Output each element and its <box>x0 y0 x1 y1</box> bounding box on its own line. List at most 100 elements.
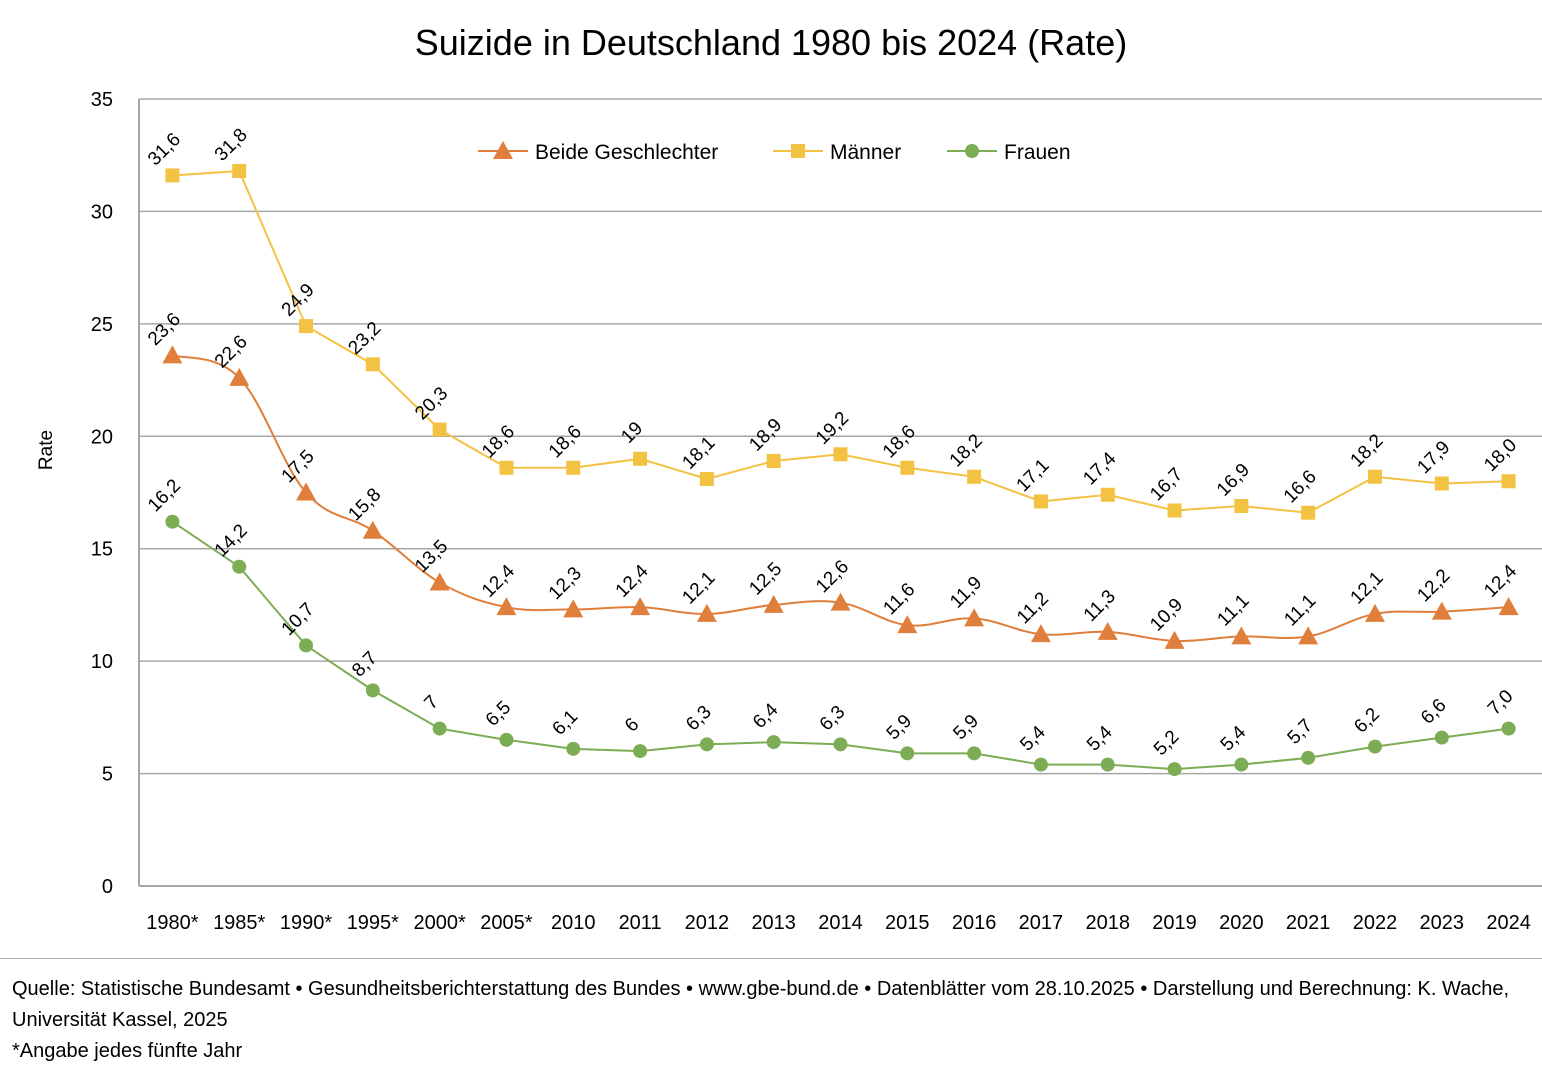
data-label: 16,2 <box>144 475 185 516</box>
data-label: 12,4 <box>612 560 653 601</box>
data-label: 16,7 <box>1146 464 1187 505</box>
data-label: 23,6 <box>144 309 185 350</box>
data-point <box>833 737 848 752</box>
x-tick-label: 2016 <box>952 912 997 934</box>
data-label: 6,3 <box>816 702 850 736</box>
data-label: 7 <box>421 692 443 714</box>
data-label: 12,4 <box>1480 560 1521 601</box>
x-tick-label: 1990* <box>280 912 332 934</box>
y-tick-label: 0 <box>102 876 113 898</box>
data-label: 18,9 <box>745 415 786 456</box>
data-label: 18,6 <box>879 421 920 462</box>
data-point <box>1367 469 1382 484</box>
data-point <box>1498 597 1519 616</box>
data-label: 24,9 <box>278 280 319 321</box>
legend-label: Frauen <box>1004 141 1071 164</box>
data-point <box>696 603 717 622</box>
data-point <box>1298 626 1319 645</box>
data-point <box>299 319 314 334</box>
x-tick-label: 2024 <box>1486 912 1531 934</box>
legend-item: Männer <box>773 141 901 164</box>
data-point <box>566 460 581 475</box>
data-label: 5,4 <box>1217 722 1251 756</box>
x-tick-label: 2012 <box>685 912 730 934</box>
legend-item: Frauen <box>947 141 1071 164</box>
data-point <box>1431 601 1452 620</box>
x-tick-label: 2000* <box>414 912 466 934</box>
data-label: 12,1 <box>1347 568 1388 609</box>
data-label: 7,0 <box>1484 686 1518 720</box>
data-label: 5,7 <box>1284 715 1318 749</box>
data-label: 19,2 <box>812 408 853 449</box>
data-point <box>967 746 982 761</box>
data-label: 11,2 <box>1013 588 1053 628</box>
data-point <box>1100 757 1115 772</box>
data-point <box>1364 603 1385 622</box>
data-label: 11,1 <box>1280 591 1320 631</box>
data-label: 12,3 <box>545 563 586 604</box>
data-point <box>1167 762 1182 777</box>
x-tick-label: 2017 <box>1019 912 1064 934</box>
y-tick-label: 35 <box>91 89 113 111</box>
data-label: 5,4 <box>1083 722 1117 756</box>
legend-marker-circle-icon <box>965 144 979 158</box>
data-point <box>900 746 915 761</box>
data-point <box>1434 730 1449 745</box>
data-point <box>429 572 450 591</box>
x-tick-label: 2020 <box>1219 912 1264 934</box>
data-label: 11,3 <box>1080 586 1120 626</box>
data-point <box>1234 498 1249 513</box>
data-point <box>630 597 651 616</box>
data-label: 16,9 <box>1213 460 1254 501</box>
data-label: 6 <box>621 714 643 736</box>
data-label: 20,3 <box>411 383 452 424</box>
footer: Quelle: Statistische Bundesamt • Gesundh… <box>12 974 1532 1067</box>
data-label: 10,7 <box>278 599 319 640</box>
data-label: 13,5 <box>411 536 452 577</box>
data-label: 17,9 <box>1413 437 1454 478</box>
data-point <box>897 615 918 634</box>
data-point <box>1097 621 1118 640</box>
x-tick-label: 2005* <box>480 912 532 934</box>
series-layer: 23,622,617,515,813,512,4 12,3 12,4 12,1 12,5… <box>144 125 1522 777</box>
data-point <box>763 594 784 613</box>
x-tick-label: 2018 <box>1085 912 1130 934</box>
data-point <box>432 721 447 736</box>
data-point <box>1234 757 1249 772</box>
legend: Beide Geschlechter Männer Frauen <box>478 141 1071 164</box>
x-tick-label: 2022 <box>1353 912 1398 934</box>
data-point <box>496 597 517 616</box>
data-point <box>165 514 180 529</box>
data-point <box>1100 487 1115 502</box>
x-tick-label: 2023 <box>1420 912 1465 934</box>
y-axis-title: Rate <box>36 430 57 470</box>
data-point <box>165 168 180 183</box>
data-point <box>967 469 982 484</box>
data-label: 17,1 <box>1013 455 1054 496</box>
x-tick-label: 1980* <box>146 912 198 934</box>
series-männer: 31,6 31,824,923,220,318,6 18,6 19 18,1 18,9 19… <box>144 125 1521 520</box>
legend-label: Beide Geschlechter <box>535 141 718 164</box>
data-point <box>499 732 514 747</box>
data-point <box>432 422 447 437</box>
footnote: *Angabe jedes fünfte Jahr <box>12 1040 243 1062</box>
data-label: 12,2 <box>1413 565 1454 606</box>
data-label: 18,6 <box>478 421 519 462</box>
data-point <box>633 744 648 759</box>
data-point <box>766 454 781 469</box>
data-point <box>1033 494 1048 509</box>
data-label: 11,1 <box>1213 591 1253 631</box>
data-label: 5,9 <box>949 711 983 745</box>
data-point <box>1167 503 1182 518</box>
data-label: 6,3 <box>682 702 716 736</box>
axes: 0 5 10 15 20 25 30 35 1980* 1985* 1990* 1995* 2000* 2… <box>91 89 1542 934</box>
data-label: 31,8 <box>211 125 252 166</box>
data-point <box>1164 630 1185 649</box>
data-point <box>162 345 183 364</box>
source-note: Quelle: Statistische Bundesamt • Gesundh… <box>12 978 1510 1031</box>
x-tick-label: 2010 <box>551 912 596 934</box>
data-point <box>964 608 985 627</box>
data-point <box>900 460 915 475</box>
data-label: 17,5 <box>278 446 319 487</box>
gridlines <box>139 98 1542 775</box>
